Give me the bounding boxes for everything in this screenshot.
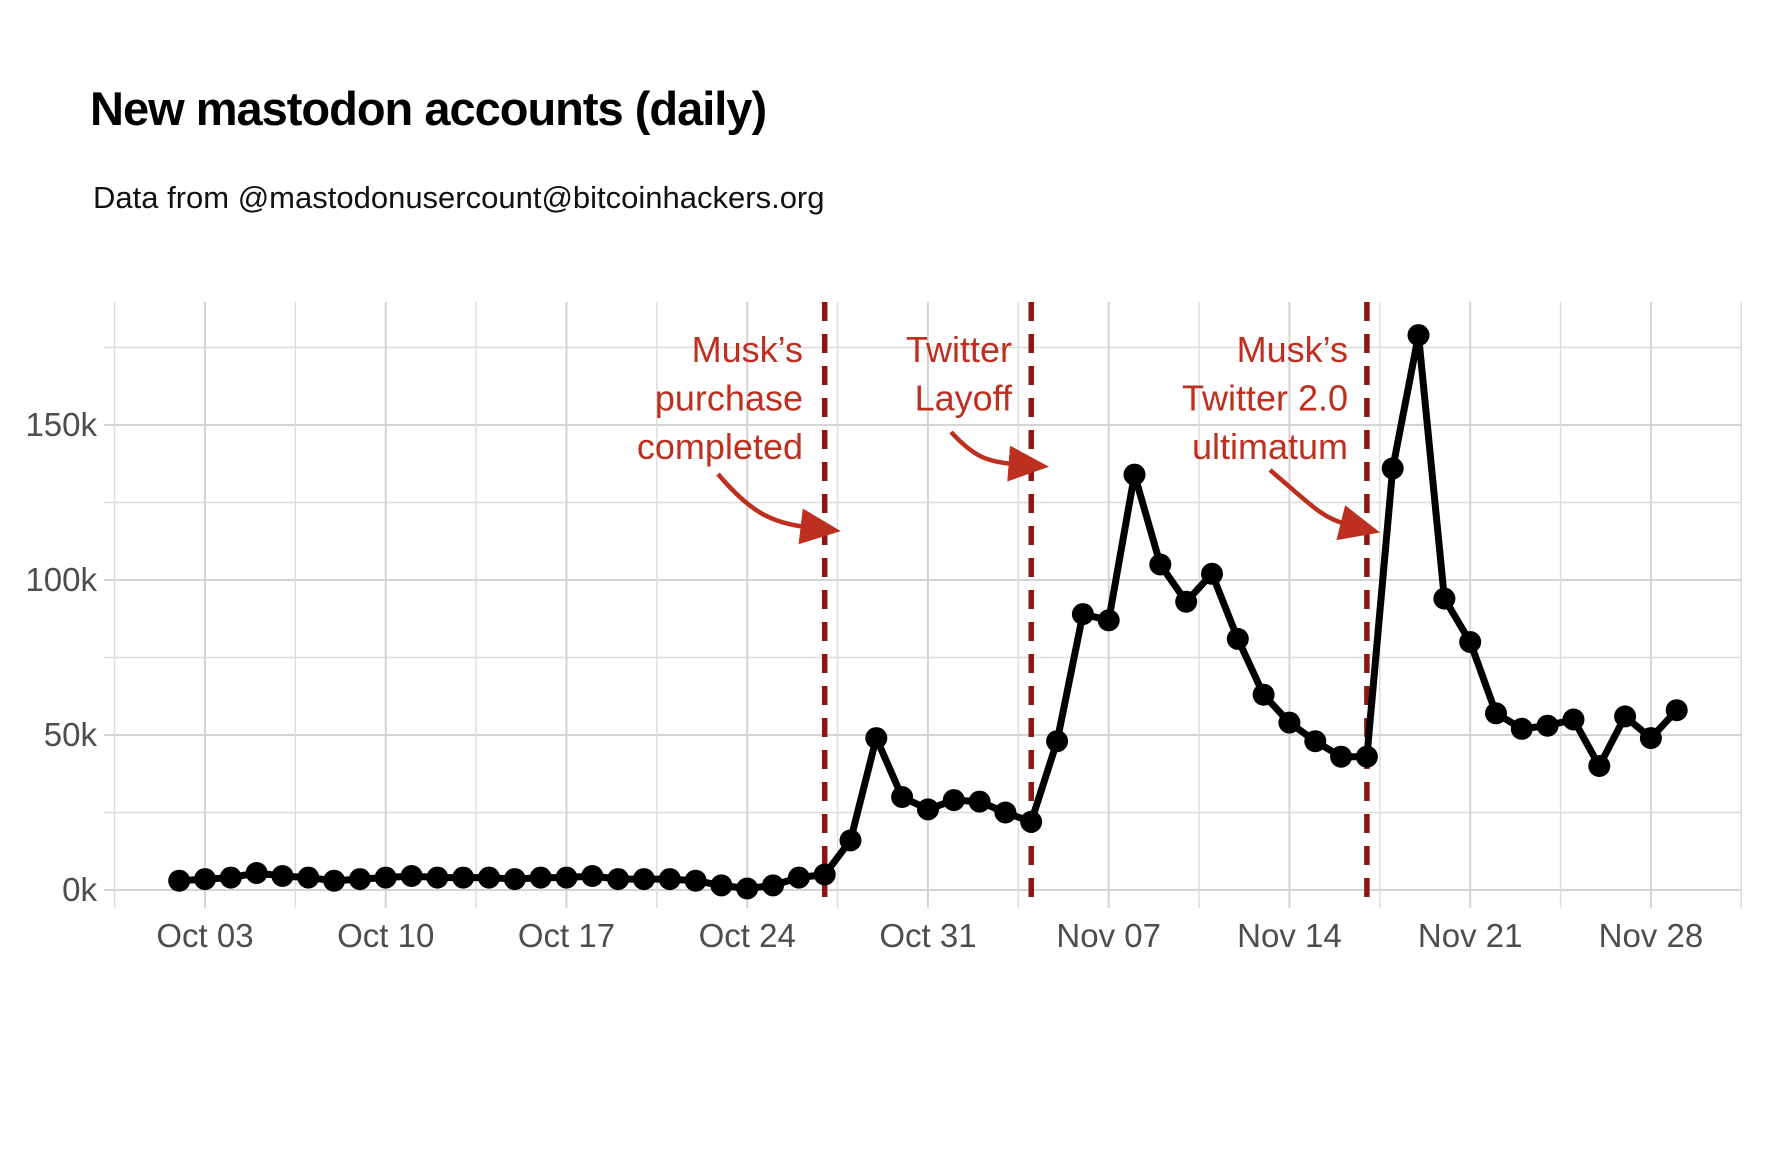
- data-point: [607, 868, 630, 891]
- data-point: [942, 789, 965, 812]
- x-axis-tick-label: Nov 07: [1056, 917, 1161, 954]
- data-point: [348, 868, 371, 891]
- data-point: [271, 865, 294, 887]
- data-point: [400, 865, 423, 887]
- data-point: [1097, 609, 1120, 632]
- chart-title: New mastodon accounts (daily): [90, 82, 766, 135]
- x-axis-tick-label: Oct 17: [518, 917, 615, 954]
- data-point: [684, 869, 707, 892]
- annotation-text-line: Twitter: [906, 329, 1012, 370]
- chart-subtitle: Data from @mastodonusercount@bitcoinhack…: [93, 180, 825, 215]
- data-point: [1485, 702, 1507, 725]
- data-point: [1278, 711, 1301, 734]
- y-axis-tick-label: 100k: [25, 561, 97, 598]
- data-point: [1201, 562, 1223, 585]
- data-point: [478, 866, 500, 889]
- annotations-layer: Musk’s purchase completed Twitter Layoff Musk…: [637, 329, 1381, 545]
- data-point: [762, 874, 784, 897]
- annotation-musk-purchase-completed: Musk’s purchase completed: [637, 329, 841, 545]
- x-axis-tick-label: Nov 28: [1599, 917, 1704, 954]
- x-axis-tick-label: Oct 31: [879, 917, 976, 954]
- data-point: [1459, 631, 1482, 653]
- data-point: [1433, 587, 1456, 610]
- data-point: [1071, 603, 1094, 626]
- data-point: [632, 868, 655, 891]
- data-point: [323, 869, 346, 892]
- data-point: [1381, 457, 1404, 480]
- data-point: [1614, 705, 1637, 728]
- data-point: [736, 877, 759, 900]
- data-point: [245, 862, 268, 884]
- data-point: [658, 868, 681, 891]
- data-point: [917, 798, 939, 821]
- data-point: [426, 866, 449, 889]
- data-point: [1252, 683, 1275, 706]
- annotation-musk-twitter-2-0-ultimatum: Musk’s Twitter 2.0 ultimatum: [1182, 329, 1381, 541]
- data-point: [452, 866, 475, 889]
- y-axis-tick-label: 150k: [25, 406, 97, 443]
- data-point: [1407, 324, 1430, 347]
- data-point: [1175, 590, 1198, 613]
- y-axis-tick-label: 50k: [44, 716, 98, 753]
- data-point: [529, 866, 552, 889]
- data-point: [1510, 717, 1533, 740]
- annotation-arrow: [1268, 468, 1381, 541]
- data-point: [1149, 553, 1172, 576]
- data-point: [1123, 463, 1146, 486]
- annotation-text-line: Layoff: [915, 378, 1013, 419]
- y-axis-tick-label: 0k: [62, 871, 97, 908]
- annotation-text-line: ultimatum: [1192, 426, 1348, 467]
- annotation-text-line: completed: [637, 426, 803, 467]
- data-point: [1304, 730, 1327, 753]
- data-point: [1588, 755, 1611, 777]
- data-point: [787, 866, 810, 889]
- x-axis-tick-label: Oct 10: [337, 917, 434, 954]
- data-point: [1330, 745, 1353, 768]
- data-point: [710, 874, 733, 897]
- x-axis-tick-label: Nov 21: [1418, 917, 1523, 954]
- event-lines-layer: [821, 302, 1370, 908]
- annotation-text-line: Musk’s: [692, 329, 803, 370]
- data-point: [1665, 699, 1688, 722]
- x-axis-tick-label: Nov 14: [1237, 917, 1342, 954]
- x-axis-tick-label: Oct 03: [156, 917, 253, 954]
- data-point: [194, 868, 216, 891]
- data-point: [968, 790, 991, 813]
- annotation-text-line: purchase: [655, 378, 803, 419]
- data-point: [555, 866, 578, 889]
- data-point: [839, 829, 862, 852]
- annotation-arrow: [949, 430, 1049, 482]
- data-point: [891, 786, 914, 808]
- annotation-text-line: Twitter 2.0: [1182, 378, 1348, 419]
- data-point: [1020, 810, 1043, 833]
- data-point: [865, 727, 888, 750]
- data-point: [1536, 714, 1559, 737]
- data-series-layer: [168, 324, 1688, 900]
- data-point: [168, 869, 191, 892]
- data-point: [813, 863, 836, 886]
- data-point: [1226, 627, 1249, 650]
- data-point: [503, 868, 526, 891]
- data-point: [1355, 745, 1378, 768]
- x-axis-tick-label: Oct 24: [699, 917, 796, 954]
- data-point: [1639, 727, 1662, 750]
- data-point: [219, 866, 242, 889]
- annotation-text-line: Musk’s: [1237, 329, 1348, 370]
- data-point: [1562, 708, 1585, 731]
- annotation-twitter-layoff: Twitter Layoff: [906, 329, 1049, 482]
- data-point: [374, 866, 397, 889]
- data-point: [297, 866, 320, 889]
- annotation-arrow: [716, 472, 841, 545]
- data-point: [1046, 730, 1069, 753]
- data-point: [581, 865, 604, 887]
- data-point: [994, 801, 1017, 824]
- axis-labels-layer: 0k 50k 100k 150k Oct 03 Oct 10 Oct 17 Oct 24 Oct…: [25, 406, 1703, 954]
